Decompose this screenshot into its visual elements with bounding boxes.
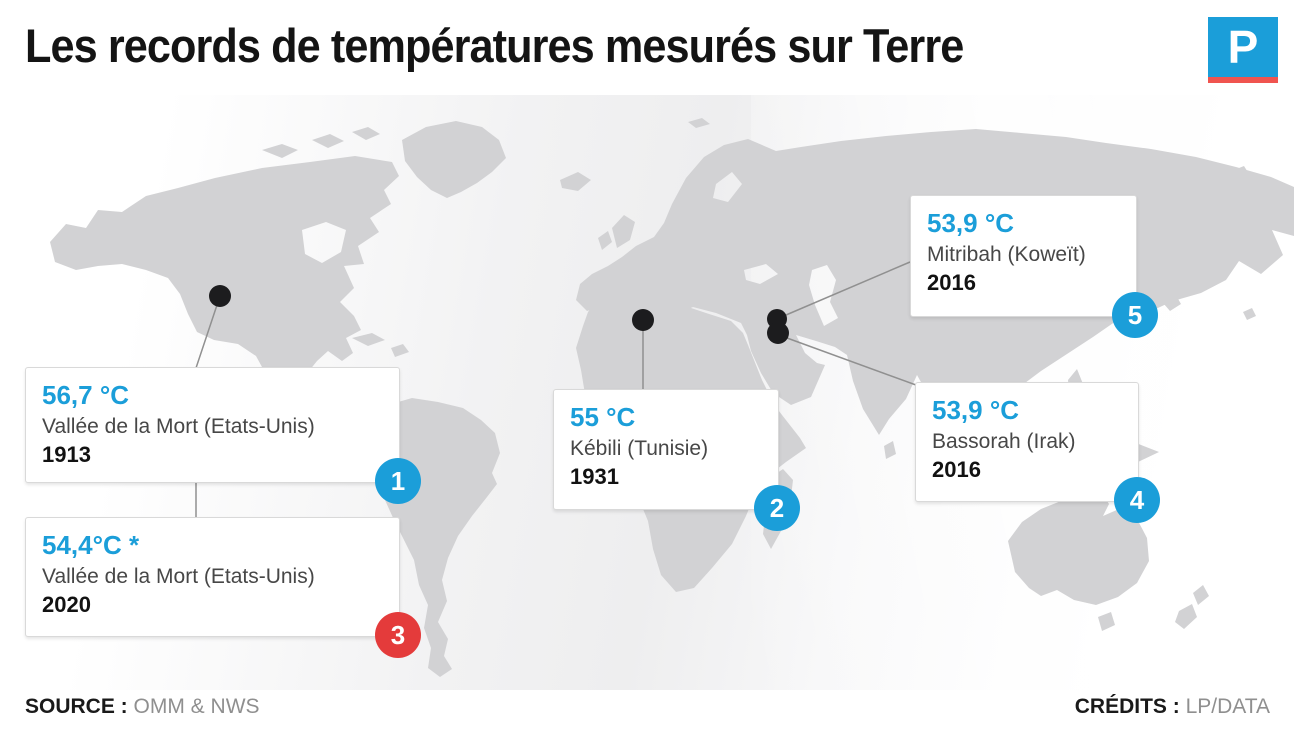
record-card-bassorah-2016: 53,9 °C Bassorah (Irak) 2016 4 (915, 382, 1160, 523)
page-title: Les records de températures mesurés sur … (25, 19, 964, 72)
logo-p-icon: P (1208, 17, 1278, 77)
record-card-death-valley-2020: 54,4°C * Vallée de la Mort (Etats-Unis) … (25, 517, 421, 658)
record-temperature: 55 °C (570, 402, 636, 432)
record-badge-4: 4 (1114, 477, 1160, 523)
record-badge-1: 1 (375, 458, 421, 504)
record-temperature: 56,7 °C (42, 380, 130, 410)
source-label: SOURCE : (25, 695, 128, 718)
continent-australia (1008, 491, 1149, 605)
record-card-death-valley-1913: 56,7 °C Vallée de la Mort (Etats-Unis) 1… (25, 367, 421, 504)
record-year: 2016 (927, 270, 976, 296)
le-parisien-logo: P (1208, 17, 1278, 83)
source-value: OMM & NWS (133, 695, 260, 718)
record-badge-3: 3 (375, 612, 421, 658)
connector-line-death-valley (195, 295, 221, 369)
record-card-kebili-1931: 55 °C Kébili (Tunisie) 1931 2 (553, 389, 800, 531)
record-year: 1913 (42, 442, 91, 468)
record-card-mitribah-2016: 53,9 °C Mitribah (Koweït) 2016 5 (910, 195, 1158, 338)
record-location: Vallée de la Mort (Etats-Unis) (42, 414, 315, 438)
record-year: 2020 (42, 592, 91, 618)
connector-lines (195, 261, 917, 517)
marker-death-valley (209, 285, 231, 307)
record-location: Bassorah (Irak) (932, 429, 1076, 453)
record-temperature: 54,4°C * (42, 530, 140, 560)
credits-label: CRÉDITS : (1074, 695, 1180, 718)
record-year: 2016 (932, 457, 981, 483)
connector-line-mitribah (785, 261, 911, 316)
record-temperature: 53,9 °C (932, 395, 1020, 425)
marker-kebili (632, 309, 654, 331)
record-year: 1931 (570, 464, 619, 490)
credits-line: CRÉDITS : LP/DATA (1075, 695, 1270, 719)
marker-bassorah (767, 322, 789, 344)
record-location: Vallée de la Mort (Etats-Unis) (42, 564, 315, 588)
record-badge-5: 5 (1112, 292, 1158, 338)
record-badge-2: 2 (754, 485, 800, 531)
source-line: SOURCE : OMM & NWS (25, 695, 260, 719)
connector-line-bassorah (786, 337, 917, 386)
record-temperature: 53,9 °C (927, 208, 1015, 238)
credits-value: LP/DATA (1185, 695, 1270, 718)
logo-red-underline (1208, 77, 1278, 83)
record-location: Kébili (Tunisie) (570, 436, 709, 460)
record-location: Mitribah (Koweït) (927, 242, 1086, 266)
continent-greenland (402, 121, 506, 198)
